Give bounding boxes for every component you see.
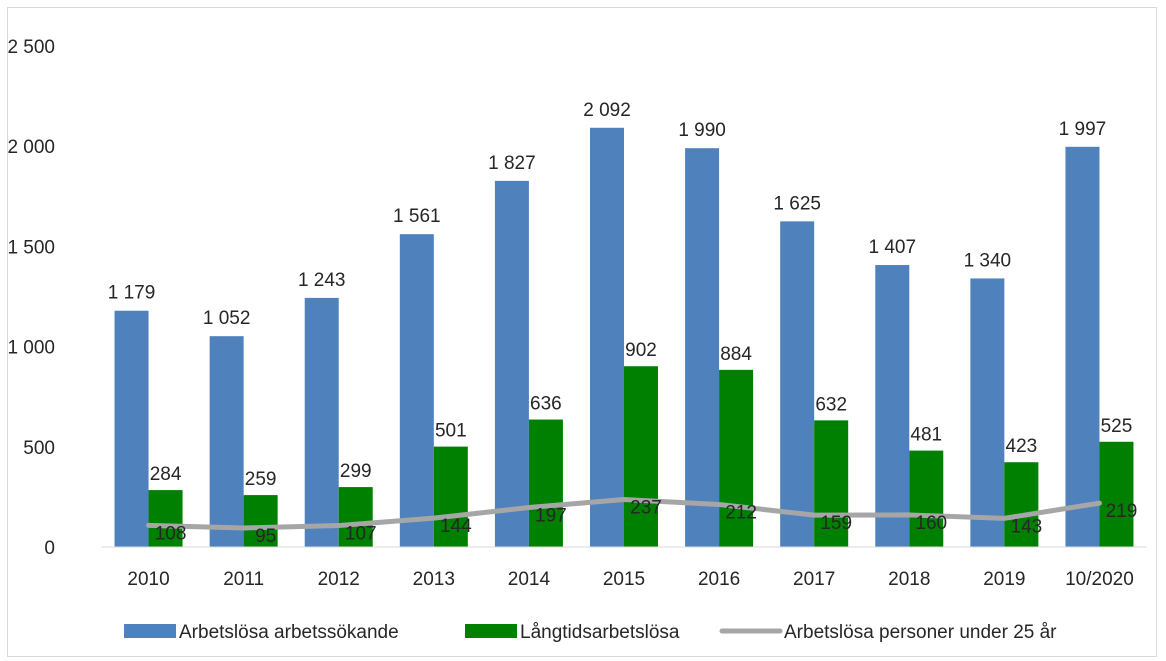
bar-arbetslosa [494,180,529,547]
data-label: 284 [150,464,182,485]
x-tick-label: 2017 [793,569,835,590]
line-layer [146,497,1102,531]
y-tick-label: 2 500 [7,37,55,58]
line-data-label: 160 [915,513,947,534]
bar-langtid [909,450,944,547]
data-labels-layer: 1 179 1 052 1 243 1 561 1 827 2 092 1 990 1 625… [108,100,1138,547]
legend-label: Arbetslösa personer under 25 år [784,622,1057,643]
y-tick-label: 500 [23,438,55,459]
data-label: 1 052 [203,308,251,329]
bars-layer [114,127,1134,548]
line-data-label: 237 [630,498,662,519]
bar-langtid [433,446,468,547]
data-label: 423 [1006,436,1038,457]
line-data-label: 212 [725,503,757,524]
line-data-label: 143 [1011,516,1043,537]
data-label: 1 561 [393,206,441,227]
bar-langtid [624,366,658,547]
data-label: 1 407 [868,237,916,258]
legend-swatch [465,624,517,638]
bar-arbetslosa [780,221,815,547]
chart-frame [7,7,1157,657]
bar-arbetslosa [209,336,244,547]
y-axis: 0 500 1 000 1 500 2 000 2 500 [7,37,55,559]
y-tick-label: 0 [44,538,55,559]
legend: Arbetslösa arbetssökande Långtidsarbetslö… [124,622,1057,643]
bar-arbetslosa [1065,146,1100,547]
data-label: 1 340 [964,250,1012,271]
bar-langtid [148,490,183,547]
bar-arbetslosa [875,265,910,547]
data-label: 636 [530,394,562,415]
bar-langtid [528,419,563,547]
bar-arbetslosa [399,234,434,547]
bar-arbetslosa [970,278,1005,547]
data-label: 501 [435,421,467,442]
bar-langtid [814,420,849,547]
data-label: 632 [815,394,847,415]
bar-arbetslosa [685,148,720,548]
data-label: 1 179 [108,283,156,304]
data-label: 884 [720,344,752,365]
data-label: 2 092 [583,100,631,121]
data-label: 1 990 [678,120,726,141]
y-tick-label: 1 000 [7,338,55,359]
bar-langtid [338,487,373,547]
legend-label: Långtidsarbetslösa [520,622,680,643]
line-data-label: 197 [535,506,567,527]
x-tick-label: 2013 [413,569,455,590]
x-tick-label: 2011 [223,569,264,590]
legend-label: Arbetslösa arbetssökande [179,622,399,643]
bar-arbetslosa [304,297,339,547]
line-data-label: 95 [255,526,276,547]
line-data-label: 219 [1106,501,1138,522]
data-label: 1 625 [773,193,821,214]
x-tick-label: 2016 [698,569,740,590]
y-tick-label: 1 500 [7,237,55,258]
line-data-label: 159 [820,513,852,534]
line-data-label: 144 [440,516,472,537]
y-tick-label: 2 000 [7,137,55,158]
x-tick-label: 2010 [127,569,169,590]
bar-langtid [719,369,754,547]
data-label: 1 827 [488,153,536,174]
x-axis: 2010 2011 2012 2013 2014 2015 2016 2017 2018 2019… [127,569,1133,590]
x-tick-label: 2019 [983,569,1025,590]
bar-langtid [1004,462,1039,547]
x-tick-label: 2012 [318,569,360,590]
data-label: 902 [625,340,657,361]
data-label: 299 [340,461,372,482]
data-label: 1 997 [1059,119,1107,140]
bar-langtid [243,495,278,547]
x-tick-label: 2015 [603,569,645,590]
x-tick-label: 2014 [508,569,551,590]
data-label: 1 243 [298,270,346,291]
bar-arbetslosa [114,310,149,547]
line-data-label: 108 [155,523,187,544]
data-label: 525 [1101,416,1133,437]
bar-langtid [1099,441,1134,547]
data-label: 259 [245,469,277,490]
line-data-label: 107 [345,524,377,545]
x-tick-label: 10/2020 [1065,569,1134,590]
legend-swatch [124,624,176,638]
x-tick-label: 2018 [888,569,930,590]
data-label: 481 [910,425,942,446]
bar-arbetslosa [590,127,624,548]
